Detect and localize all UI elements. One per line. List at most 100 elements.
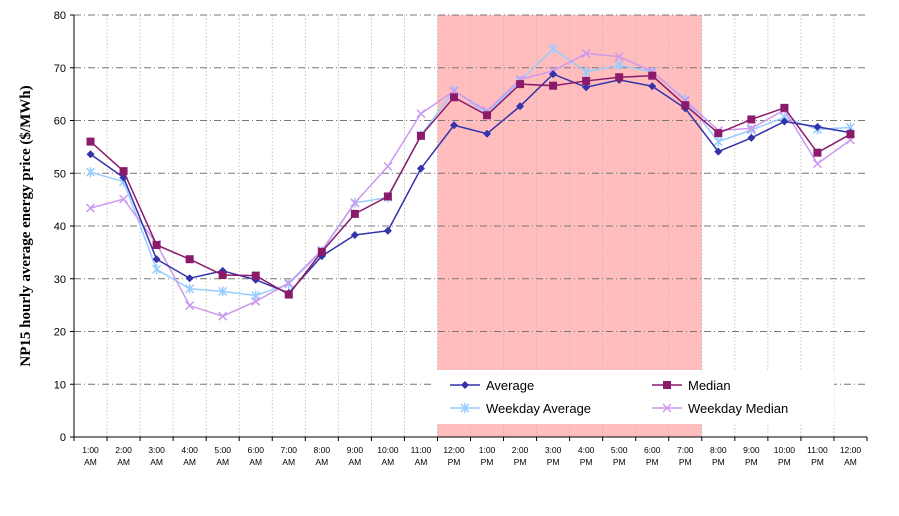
x-tick-label-period: PM: [448, 457, 461, 467]
data-point-average: [185, 274, 194, 283]
x-tick-label-time: 7:00: [280, 445, 297, 455]
y-tick-label: 40: [54, 221, 66, 233]
x-tick-label-time: 10:00: [377, 445, 399, 455]
data-point-average: [648, 82, 657, 91]
x-tick-label-period: PM: [811, 457, 824, 467]
x-tick-label-time: 12:00: [443, 445, 465, 455]
legend-marker-weekday-median: [662, 403, 672, 413]
x-tick-label-time: 7:00: [677, 445, 694, 455]
y-tick-label: 20: [54, 327, 66, 339]
data-point-weekday-average: [713, 136, 723, 147]
data-point-weekday-median: [746, 123, 756, 133]
x-tick-label-time: 8:00: [314, 445, 331, 455]
data-point-median: [449, 93, 458, 102]
series-line-median: [90, 74, 851, 296]
x-tick-label-period: AM: [183, 457, 196, 467]
data-point-median: [780, 103, 789, 112]
x-tick-label-period: AM: [415, 457, 428, 467]
y-tick-label: 50: [54, 168, 66, 180]
data-point-average: [416, 164, 425, 173]
series-layer: [85, 43, 856, 321]
x-tick-labels: 1:00 AM 2:00 AM 3:00 AM 4:00 AM 5:00 AM 6:00 AM 7:00…: [82, 445, 861, 467]
data-point-median: [813, 148, 822, 157]
data-point-median: [549, 81, 558, 90]
data-point-median: [582, 76, 591, 85]
legend-label-weekday-median: Weekday Median: [688, 401, 788, 416]
x-tick-label-time: 1:00: [479, 445, 496, 455]
data-point-median: [747, 115, 756, 124]
x-tick-label-period: PM: [778, 457, 791, 467]
data-point-weekday-average: [85, 167, 96, 178]
x-tick-label-time: 10:00: [774, 445, 796, 455]
x-tick-label-time: 5:00: [611, 445, 628, 455]
x-tick-label-period: PM: [580, 457, 593, 467]
y-tick-labels: 0 10 20 30 40 50 60 70 80: [54, 10, 66, 444]
x-tick-label-time: 3:00: [545, 445, 562, 455]
legend-label-weekday-average: Weekday Average: [486, 401, 591, 416]
y-tick-label: 30: [54, 274, 66, 286]
x-tick-label-period: PM: [679, 457, 692, 467]
x-tick-label-period: AM: [84, 457, 97, 467]
data-point-average: [483, 129, 492, 138]
data-point-average: [86, 150, 95, 159]
x-tick-label-time: 5:00: [214, 445, 231, 455]
x-tick-label-period: AM: [348, 457, 361, 467]
data-point-median: [846, 130, 855, 139]
data-point-average: [152, 255, 161, 264]
x-tick-label-period: PM: [745, 457, 758, 467]
x-tick-label-time: 6:00: [644, 445, 661, 455]
x-tick-label-period: PM: [646, 457, 659, 467]
x-tick-label-time: 2:00: [512, 445, 529, 455]
data-point-average: [449, 121, 458, 130]
x-tick-label-period: AM: [382, 457, 395, 467]
x-tick-label-period: PM: [547, 457, 560, 467]
data-point-median: [383, 192, 392, 201]
data-point-weekday-median: [350, 198, 360, 208]
legend-box: [432, 370, 834, 424]
legend-marker-average: [461, 381, 469, 389]
y-tick-label: 10: [54, 379, 66, 391]
data-point-average: [516, 102, 525, 111]
x-tick-label-time: 6:00: [247, 445, 264, 455]
data-point-weekday-median: [218, 311, 228, 321]
data-point-median: [86, 137, 95, 146]
x-tick-label-period: AM: [150, 457, 163, 467]
data-point-weekday-average: [548, 43, 558, 54]
x-tick-label-period: PM: [712, 457, 725, 467]
x-tick-label-time: 11:00: [807, 445, 828, 455]
data-point-weekday-median: [85, 203, 96, 213]
x-tick-label-period: AM: [117, 457, 130, 467]
data-point-median: [416, 131, 425, 140]
x-tick-label-time: 9:00: [743, 445, 760, 455]
data-point-average: [383, 226, 392, 235]
data-point-weekday-median: [119, 194, 129, 204]
data-point-median: [185, 255, 194, 264]
data-point-median: [714, 129, 723, 138]
data-point-weekday-median: [284, 278, 294, 288]
data-point-median: [615, 73, 624, 82]
data-point-average: [350, 230, 359, 239]
data-point-average: [813, 122, 822, 131]
x-tick-label-time: 9:00: [347, 445, 364, 455]
data-point-weekday-average: [152, 264, 162, 275]
data-point-average: [714, 147, 723, 156]
data-point-median: [648, 71, 657, 80]
data-point-weekday-median: [383, 161, 393, 171]
x-tick-label-period: AM: [844, 457, 857, 467]
data-point-weekday-average: [581, 66, 591, 77]
x-tick-label-period: PM: [613, 457, 626, 467]
data-point-median: [483, 111, 492, 120]
x-tick-label-time: 8:00: [710, 445, 727, 455]
x-tick-label-time: 1:00: [82, 445, 99, 455]
axes: [70, 14, 868, 441]
x-tick-label-period: AM: [282, 457, 295, 467]
x-tick-label-period: AM: [315, 457, 328, 467]
x-tick-label-time: 11:00: [411, 445, 432, 455]
x-tick-label-period: PM: [481, 457, 494, 467]
data-point-weekday-average: [614, 60, 624, 71]
data-point-weekday-median: [812, 159, 822, 169]
x-tick-label-time: 3:00: [148, 445, 165, 455]
data-point-weekday-median: [251, 296, 261, 306]
data-point-median: [681, 101, 690, 110]
